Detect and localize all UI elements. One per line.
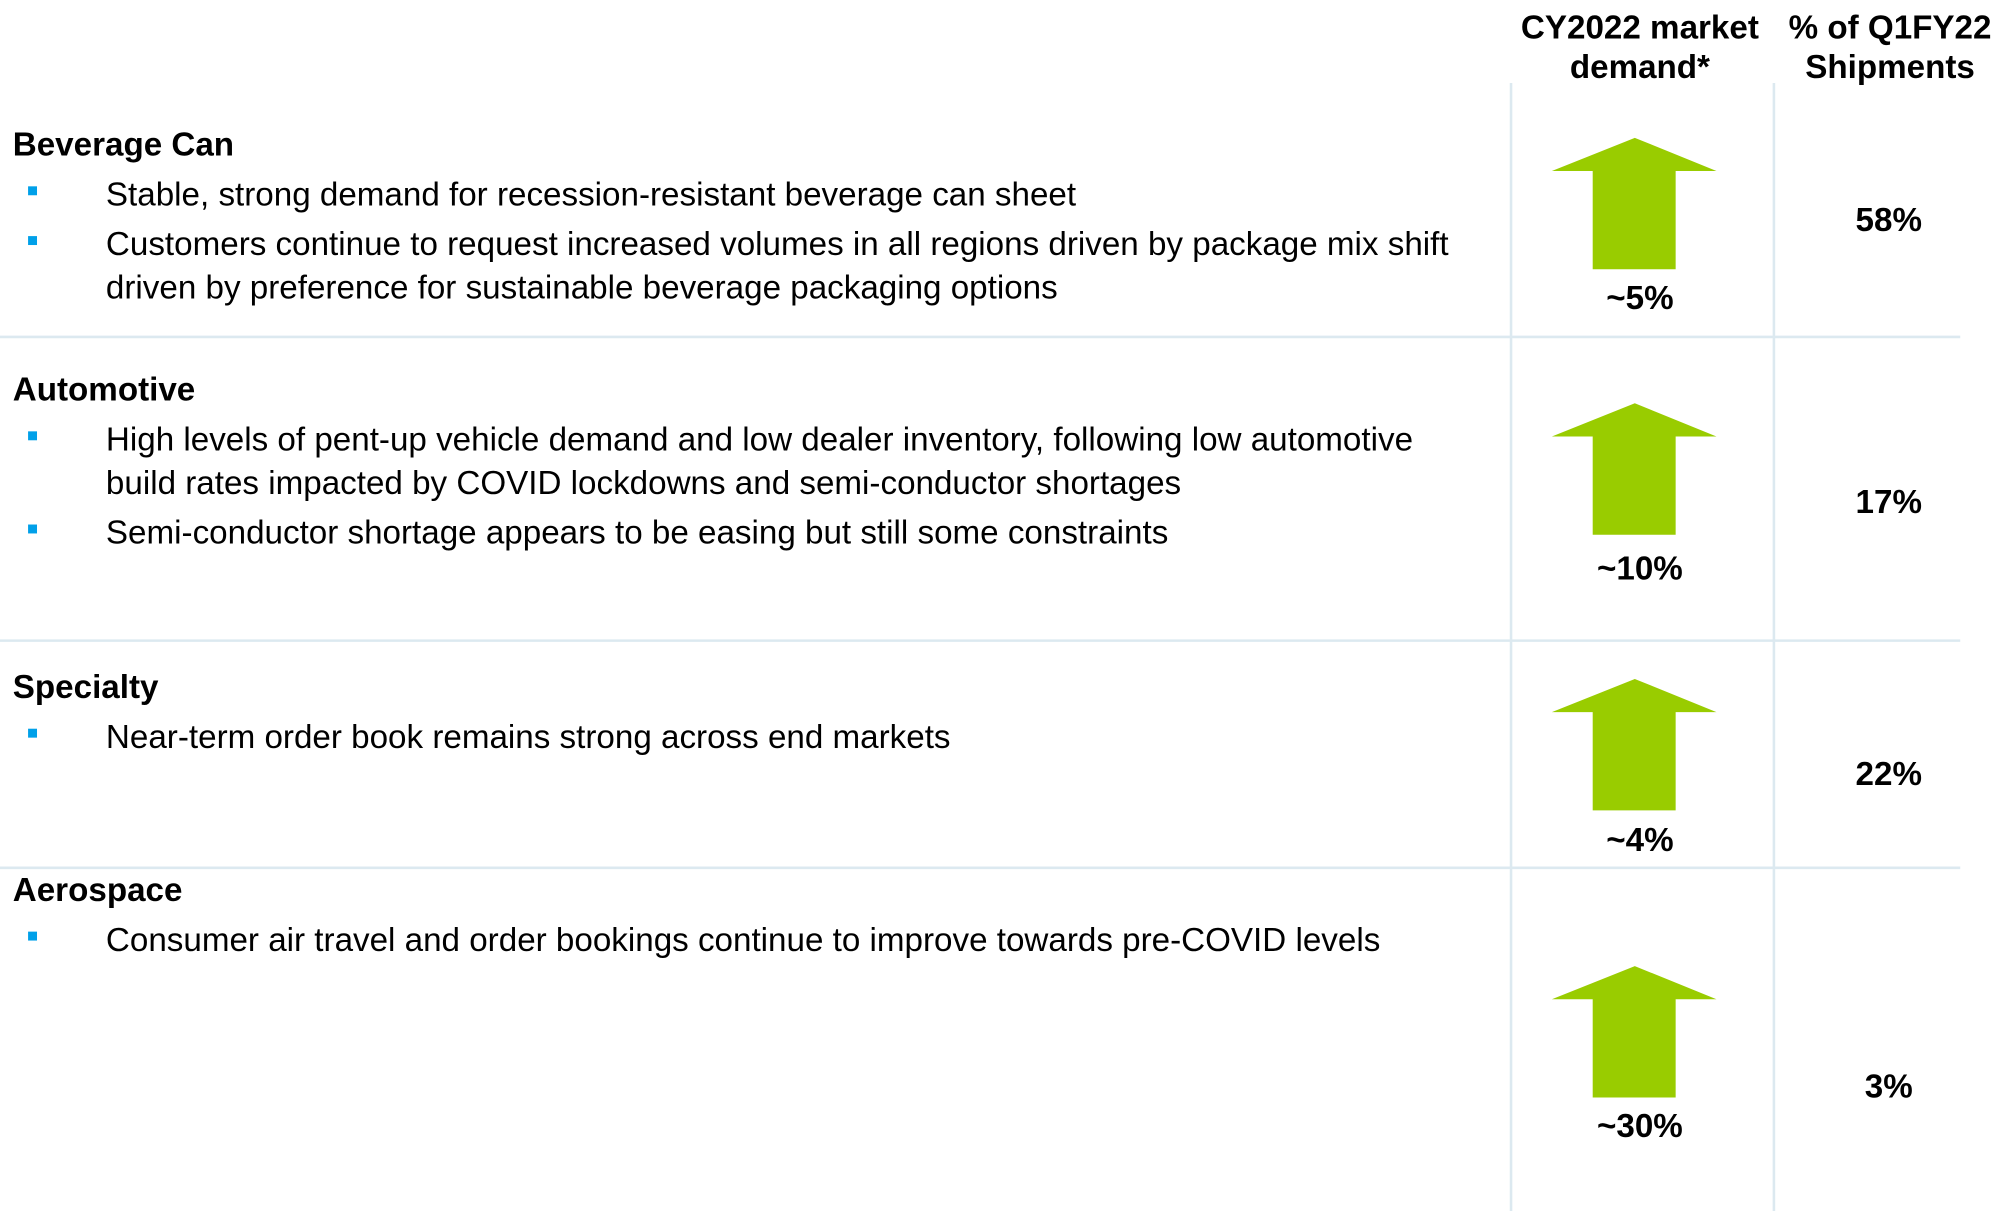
column-header: % of Q1FY22 Shipments	[1788, 7, 1992, 86]
bullet-item: Semi-conductor shortage appears to be ea…	[28, 510, 1478, 553]
bullet-text: Near-term order book remains strong acro…	[105, 717, 951, 756]
bullet-item: Customers continue to request increased …	[28, 222, 1478, 309]
bullet-marker	[28, 931, 38, 941]
bullet-text: Stable, strong demand for recession-resi…	[105, 174, 1077, 214]
share-value: 17%	[1855, 482, 1922, 521]
share-value: 58%	[1855, 200, 1922, 239]
up-arrow	[1551, 966, 1717, 1098]
demand-value: ~10%	[1597, 548, 1683, 588]
demand-value: ~5%	[1606, 278, 1674, 317]
bullet-marker	[28, 431, 38, 441]
bullet-text: Customers continue to request increased …	[105, 224, 1449, 307]
section: Beverage Can Stable, strong demand for re…	[13, 123, 1478, 309]
section: Automotive High levels of pent-up vehicle…	[13, 368, 1478, 554]
up-arrow	[1551, 137, 1717, 270]
section-title: Automotive	[12, 370, 196, 409]
share-value: 3%	[1864, 1066, 1913, 1106]
section: Aerospace Consumer air travel and order b…	[13, 868, 1478, 961]
section-title: Beverage Can	[12, 125, 235, 164]
section: Specialty Near-term order book remains st…	[13, 665, 1478, 758]
bullet-marker	[28, 728, 38, 738]
up-arrow	[1551, 403, 1717, 535]
bullet-text: Semi-conductor shortage appears to be ea…	[105, 513, 1169, 552]
bullet-marker	[28, 524, 38, 534]
bullet-item: Near-term order book remains strong acro…	[28, 715, 1478, 758]
up-arrow	[1551, 678, 1717, 811]
bullet-item: Consumer air travel and order bookings c…	[28, 918, 1478, 961]
demand-value: ~30%	[1597, 1106, 1683, 1145]
demand-value: ~4%	[1606, 820, 1674, 859]
bullet-marker	[28, 236, 38, 246]
share-value: 22%	[1855, 754, 1922, 793]
section-title: Specialty	[12, 667, 159, 706]
bullet-marker	[28, 186, 38, 196]
section-title: Aerospace	[12, 870, 183, 909]
bullet-item: High levels of pent-up vehicle demand an…	[28, 417, 1478, 504]
bullet-item: Stable, strong demand for recession-resi…	[28, 172, 1478, 215]
column-header: CY2022 market demand*	[1520, 7, 1759, 86]
bullet-text: High levels of pent-up vehicle demand an…	[105, 419, 1414, 502]
bullet-text: Consumer air travel and order bookings c…	[105, 920, 1381, 959]
